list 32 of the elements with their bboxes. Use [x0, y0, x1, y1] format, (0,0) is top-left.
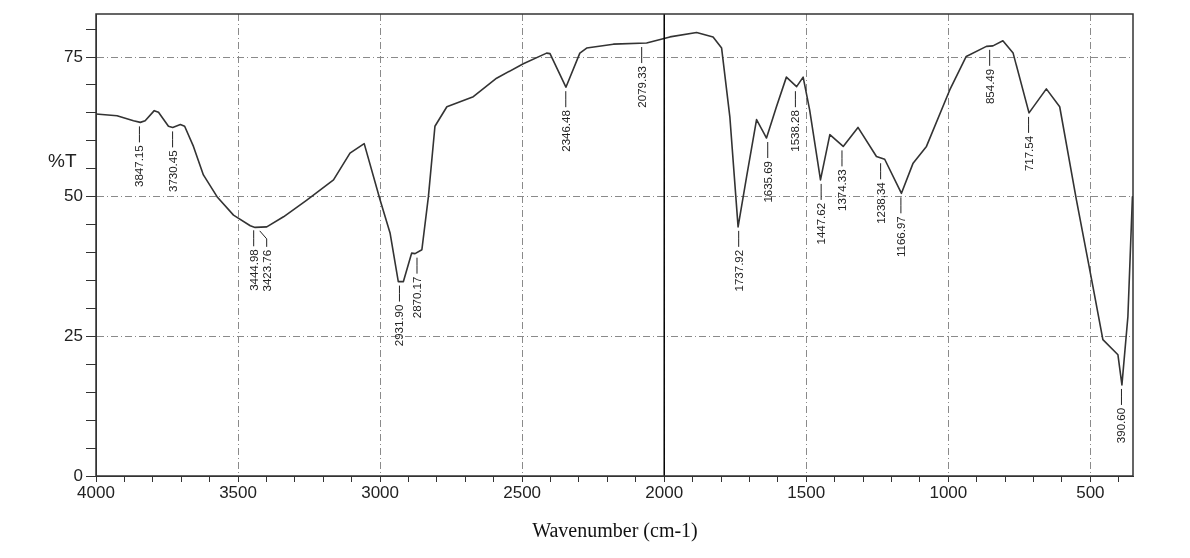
annotation: 854.49 [983, 68, 996, 105]
x-tick-label: 1000 [929, 482, 968, 502]
x-tick-label: 500 [1076, 482, 1105, 502]
y-tick-label: 0 [73, 465, 83, 485]
annotation: 1166.97 [894, 216, 907, 258]
annotation: 1374.33 [835, 169, 848, 211]
annotation: 1635.69 [761, 161, 774, 203]
annotation: 390.60 [1115, 407, 1128, 444]
annotation: 2079.33 [635, 66, 648, 108]
annotation: 1737.92 [732, 249, 745, 292]
annotation: 2931.90 [393, 304, 406, 347]
annotation: 3730.45 [166, 150, 179, 192]
annotation: 1538.28 [789, 110, 802, 152]
x-tick-label: 2000 [645, 482, 684, 502]
x-axis-title: Wavenumber (cm-1) [531, 519, 699, 542]
annotation: 1238.34 [874, 181, 887, 224]
y-tick-label: 50 [64, 186, 83, 206]
annotation: 3847.15 [133, 145, 146, 187]
y-axis-title: %T [48, 150, 77, 172]
x-tick-label: 1500 [787, 482, 826, 502]
annotation: 3423.76 [260, 249, 273, 292]
annotation: 2870.17 [411, 276, 423, 319]
annotation: 2346.48 [559, 110, 572, 152]
annotation: 1447.62 [815, 202, 828, 245]
annotation: 3444.98 [247, 249, 260, 291]
x-tick-label: 3000 [361, 482, 400, 502]
x-tick-label: 2500 [503, 482, 542, 502]
y-tick-label: 25 [64, 326, 83, 346]
y-tick-label: 75 [64, 46, 83, 66]
annotation: 717.54 [1022, 135, 1035, 172]
x-tick-label: 3500 [219, 482, 257, 502]
x-tick-label: 4000 [77, 482, 115, 502]
